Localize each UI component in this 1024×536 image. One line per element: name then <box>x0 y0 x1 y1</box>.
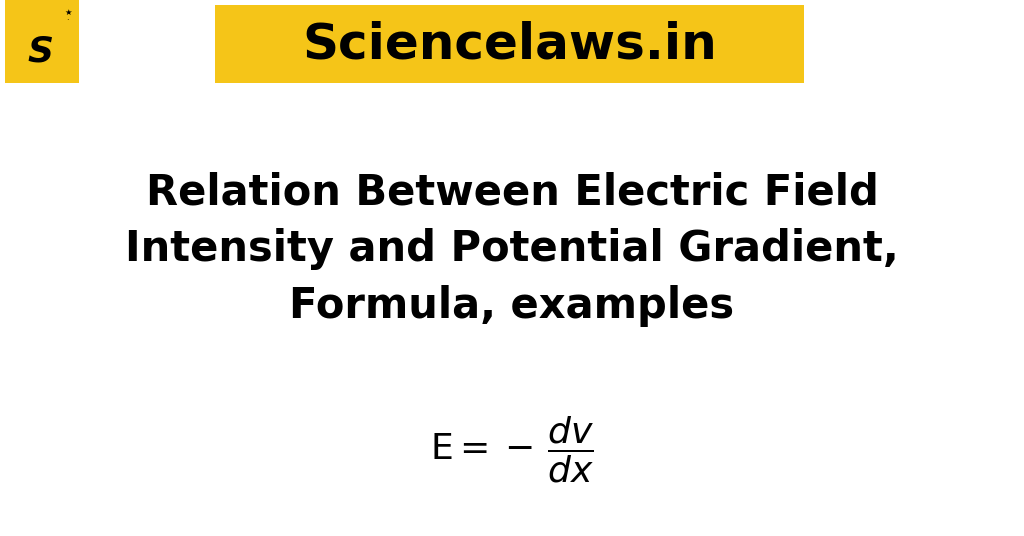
Text: Sciencelaws.in: Sciencelaws.in <box>302 20 717 68</box>
Text: Intensity and Potential Gradient,: Intensity and Potential Gradient, <box>125 228 899 270</box>
Text: S: S <box>28 34 53 69</box>
FancyBboxPatch shape <box>215 5 804 83</box>
FancyBboxPatch shape <box>5 0 79 83</box>
Text: ★
·: ★ · <box>65 9 72 25</box>
Text: $\mathrm{E} = -\,\dfrac{dv}{dx}$: $\mathrm{E} = -\,\dfrac{dv}{dx}$ <box>430 415 594 486</box>
Text: Relation Between Electric Field: Relation Between Electric Field <box>145 172 879 214</box>
Text: Formula, examples: Formula, examples <box>290 285 734 326</box>
